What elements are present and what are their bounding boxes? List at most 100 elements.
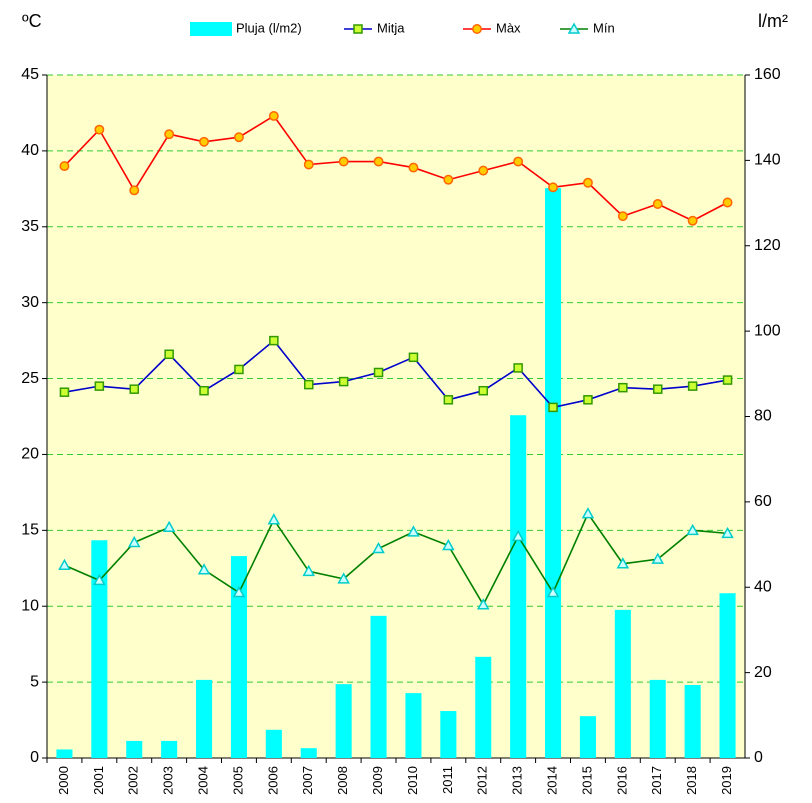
x-tick-label: 2011 <box>440 766 455 794</box>
point <box>617 211 628 222</box>
bar <box>300 748 317 758</box>
legend-label: Màx <box>496 20 521 35</box>
bar <box>510 415 527 758</box>
point <box>164 129 175 140</box>
point <box>653 384 663 394</box>
point <box>232 586 246 598</box>
x-tick-label: 2015 <box>579 766 594 795</box>
point <box>443 395 454 405</box>
point <box>373 156 384 167</box>
point <box>651 552 665 564</box>
x-tick-label: 2012 <box>475 766 490 795</box>
y2-tick-label: 160 <box>754 66 781 83</box>
y2-tick-label: 60 <box>754 493 772 510</box>
point <box>268 111 279 121</box>
point <box>162 520 176 533</box>
point <box>443 174 454 185</box>
y2-tick-label: 120 <box>754 237 781 254</box>
y2-tick-label: 20 <box>754 664 772 681</box>
legend-label: Mín <box>593 20 615 35</box>
point <box>513 156 524 167</box>
line <box>64 512 728 607</box>
bar <box>196 679 213 758</box>
point <box>164 349 174 360</box>
point <box>511 529 525 542</box>
bar <box>56 749 73 758</box>
point <box>616 557 630 569</box>
point <box>59 387 70 397</box>
point <box>546 586 560 598</box>
point <box>687 215 698 226</box>
y2-tick-label: 40 <box>754 578 772 595</box>
x-tick-label: 2008 <box>335 766 350 795</box>
point <box>337 572 350 584</box>
point <box>583 177 593 188</box>
point <box>442 538 455 551</box>
x-tick-label: 2014 <box>544 766 559 795</box>
point <box>58 558 71 570</box>
point <box>302 564 316 577</box>
point <box>548 182 558 193</box>
x-tick-label: 2007 <box>300 766 315 795</box>
point <box>199 136 210 147</box>
point <box>199 385 209 396</box>
point <box>338 376 349 387</box>
y-tick-label: 5 <box>30 673 39 690</box>
y-tick-label: 45 <box>21 66 39 83</box>
y-tick-label: 15 <box>21 522 39 539</box>
point <box>478 165 489 176</box>
point <box>407 525 420 537</box>
point <box>267 513 281 525</box>
bar <box>614 609 631 758</box>
point <box>234 132 244 143</box>
point <box>583 395 593 405</box>
point <box>94 124 105 135</box>
x-tick-label: 2003 <box>161 766 176 795</box>
bar <box>405 693 422 758</box>
y2-axis-label: l/m² <box>758 11 788 31</box>
point <box>478 385 488 396</box>
x-tick-label: 2001 <box>91 766 106 795</box>
point <box>129 185 140 196</box>
bar <box>649 679 666 758</box>
y2-tick-label: 140 <box>754 152 781 169</box>
y-tick-label: 20 <box>21 446 39 463</box>
point <box>513 363 523 373</box>
point <box>408 162 419 173</box>
point <box>476 598 490 610</box>
legend-marker <box>472 24 482 34</box>
legend-marker <box>567 22 581 34</box>
bar <box>161 740 178 758</box>
point <box>373 367 384 378</box>
y-tick-label: 30 <box>21 294 39 311</box>
bar <box>265 729 282 758</box>
bar <box>335 684 352 758</box>
y-tick-label: 0 <box>30 749 39 766</box>
point <box>721 526 734 539</box>
bar <box>579 716 596 758</box>
bar <box>440 711 457 758</box>
bar <box>475 656 492 758</box>
y2-tick-label: 100 <box>754 322 781 339</box>
bar <box>91 540 108 758</box>
point <box>722 375 733 385</box>
y-tick-label: 35 <box>21 218 39 235</box>
x-tick-label: 2019 <box>719 766 734 795</box>
point <box>93 573 106 586</box>
y-axis-label: ºC <box>22 11 42 31</box>
x-tick-label: 2009 <box>370 766 385 795</box>
point <box>687 381 698 391</box>
line <box>64 339 728 409</box>
x-tick-label: 2017 <box>649 766 664 795</box>
bar <box>370 615 387 758</box>
x-tick-label: 2002 <box>126 766 141 795</box>
x-tick-label: 2006 <box>265 766 280 795</box>
point <box>127 535 141 548</box>
bar <box>230 556 247 758</box>
point <box>94 381 105 391</box>
point <box>686 523 699 536</box>
point <box>652 199 663 209</box>
legend-label: Pluja (l/m2) <box>236 20 302 35</box>
point <box>304 379 314 390</box>
